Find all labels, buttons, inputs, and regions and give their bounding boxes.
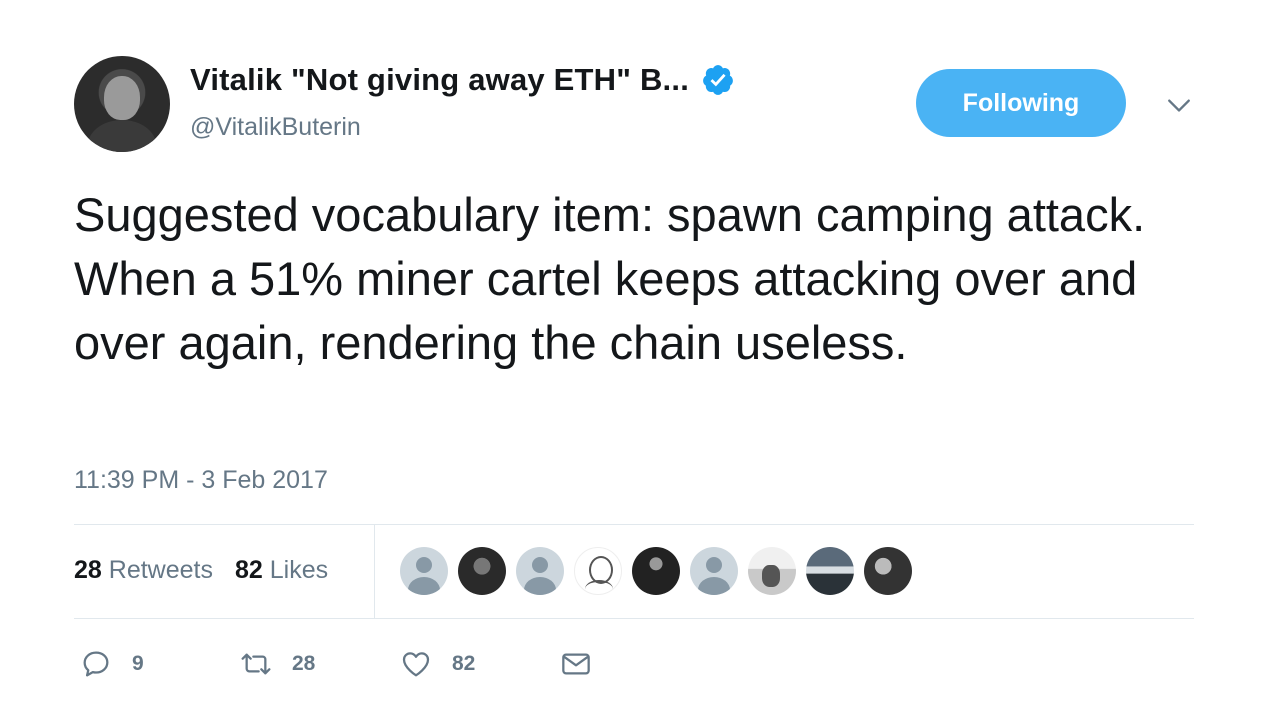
avatar-body xyxy=(88,120,156,152)
heart-icon xyxy=(402,652,430,677)
liker-avatars xyxy=(400,547,922,595)
direct-message-action[interactable] xyxy=(560,648,592,680)
avatar-face xyxy=(104,76,140,120)
stats-divider-top xyxy=(74,524,1194,525)
tweet-stats: 28 Retweets 82 Likes xyxy=(74,556,350,585)
author-avatar[interactable] xyxy=(74,56,170,152)
liker-avatar[interactable] xyxy=(632,547,680,595)
retweets-stat[interactable]: 28 Retweets xyxy=(74,556,213,585)
liker-avatar[interactable] xyxy=(516,547,564,595)
retweet-icon xyxy=(241,653,271,675)
liker-avatar[interactable] xyxy=(458,547,506,595)
reply-icon xyxy=(83,651,109,677)
tweet-text: Suggested vocabulary item: spawn camping… xyxy=(74,188,1146,369)
author-name-row: Vitalik "Not giving away ETH" B... xyxy=(190,62,735,98)
like-action[interactable]: 82 xyxy=(400,648,475,680)
retweet-action[interactable]: 28 xyxy=(240,648,315,680)
likes-stat[interactable]: 82 Likes xyxy=(235,556,328,585)
stats-divider-bottom xyxy=(74,618,1194,619)
retweets-count: 28 xyxy=(74,556,102,584)
liker-avatar[interactable] xyxy=(574,547,622,595)
stats-divider-vertical xyxy=(374,525,375,618)
like-count: 82 xyxy=(452,652,476,675)
liker-avatar[interactable] xyxy=(400,547,448,595)
likes-label: Likes xyxy=(269,556,329,584)
envelope-icon xyxy=(562,653,590,675)
reply-count: 9 xyxy=(132,652,144,675)
tweet-timestamp[interactable]: 11:39 PM - 3 Feb 2017 xyxy=(74,466,328,494)
liker-avatar[interactable] xyxy=(690,547,738,595)
retweet-count: 28 xyxy=(292,652,316,675)
likes-count: 82 xyxy=(234,556,263,584)
reply-action[interactable]: 9 xyxy=(80,648,144,680)
liker-avatar[interactable] xyxy=(748,547,796,595)
liker-avatar[interactable] xyxy=(864,547,912,595)
retweets-label: Retweets xyxy=(108,556,213,584)
verified-badge-icon xyxy=(703,65,733,95)
author-display-name[interactable]: Vitalik "Not giving away ETH" B... xyxy=(190,62,690,97)
following-button[interactable]: Following xyxy=(916,69,1126,137)
liker-avatar[interactable] xyxy=(806,547,854,595)
author-handle[interactable]: @VitalikButerin xyxy=(190,113,361,141)
chevron-down-icon[interactable] xyxy=(1166,92,1192,118)
